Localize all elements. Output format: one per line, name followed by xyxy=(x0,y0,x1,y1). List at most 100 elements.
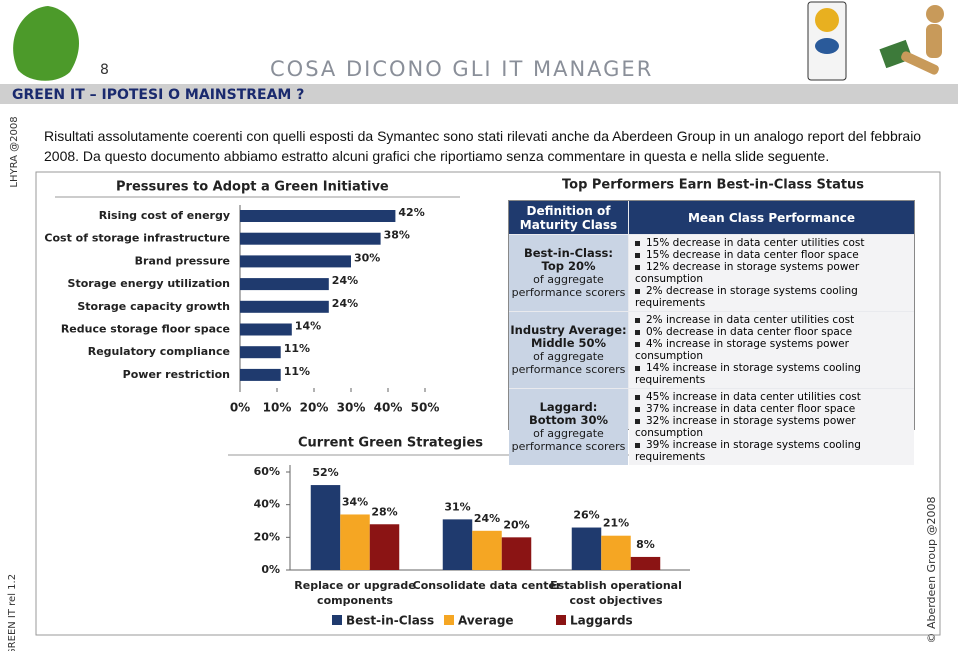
bar xyxy=(601,535,631,570)
legend-label: Laggards xyxy=(570,614,633,628)
value-label: 28% xyxy=(371,505,397,518)
value-label: 24% xyxy=(332,274,358,287)
chart-title: Pressures to Adopt a Green Initiative xyxy=(116,180,389,195)
bar xyxy=(240,232,381,245)
value-label: 11% xyxy=(284,342,310,355)
category-label: Brand pressure xyxy=(135,254,230,267)
category-label: Replace or upgrade components xyxy=(294,579,416,607)
x-tick-label: 30% xyxy=(337,401,366,415)
value-label: 26% xyxy=(573,509,599,522)
y-tick-label: 0% xyxy=(261,563,280,576)
class-cell: Industry Average: Middle 50% of aggregate … xyxy=(509,312,628,388)
x-tick-label: 40% xyxy=(374,401,403,415)
item-list: 45% increase in data center utilities co… xyxy=(629,389,914,465)
section-bar xyxy=(0,84,958,104)
bar xyxy=(240,278,329,291)
bar xyxy=(369,524,400,570)
value-label: 21% xyxy=(603,517,629,530)
class-detail: Top 20% xyxy=(541,259,596,273)
figure-icon xyxy=(879,5,944,75)
item: 14% increase in storage systems cooling … xyxy=(635,362,908,386)
value-label: 24% xyxy=(474,512,500,525)
bar xyxy=(240,255,351,268)
x-tick-label: 20% xyxy=(300,401,329,415)
class-cell: Best-in-Class: Top 20% of aggregate perfor… xyxy=(509,235,628,311)
logo-sun xyxy=(815,8,839,32)
x-tick-label: 50% xyxy=(411,401,440,415)
chart-title: Current Green Strategies xyxy=(298,436,483,451)
table: Definition of Maturity Class Mean Class … xyxy=(508,200,915,465)
table-title: Top Performers Earn Best-in-Class Status xyxy=(562,178,864,193)
x-tick-label: 0% xyxy=(230,401,250,415)
item-list: 2% increase in data center utilities cos… xyxy=(629,312,914,388)
value-label: 52% xyxy=(312,466,338,479)
bar xyxy=(240,323,292,336)
category-label-box: Consolidate data center xyxy=(412,579,562,592)
category-label: Consolidate data center xyxy=(412,579,562,592)
side-label: GREEN IT rel 1.2 xyxy=(7,574,18,651)
legend-swatch xyxy=(444,615,454,625)
value-label: 8% xyxy=(636,538,655,551)
legend-label: Best-in-Class xyxy=(346,614,434,628)
bar xyxy=(501,537,532,570)
table-header: Mean Class Performance xyxy=(629,201,914,234)
bar xyxy=(240,300,329,313)
bar xyxy=(472,530,502,570)
bar xyxy=(571,527,602,570)
category-label-box: Establish operational cost objectives xyxy=(550,579,682,607)
bar xyxy=(340,514,370,570)
value-label: 20% xyxy=(503,518,529,531)
value-label: 30% xyxy=(354,251,380,264)
category-label: Regulatory compliance xyxy=(88,345,230,358)
frame xyxy=(35,171,941,636)
category-label: Storage energy utilization xyxy=(68,277,230,290)
category-label: Reduce storage floor space xyxy=(61,323,230,336)
category-label: Rising cost of energy xyxy=(99,209,230,222)
item: 37% increase in data center floor space xyxy=(635,403,908,415)
category-label: Cost of storage infrastructure xyxy=(44,232,230,245)
bar xyxy=(630,556,661,570)
y-tick-label: 20% xyxy=(254,530,280,543)
item-list: 15% decrease in data center utilities co… xyxy=(629,235,914,311)
bar xyxy=(240,210,396,222)
value-label: 24% xyxy=(332,297,358,310)
table-header: Definition of Maturity Class xyxy=(509,201,628,234)
class-note: of aggregate performance scorers xyxy=(511,350,626,376)
value-label: 11% xyxy=(284,365,310,378)
page-number: 8 xyxy=(100,62,109,78)
class-label: Industry Average: xyxy=(510,323,627,337)
legend-swatch xyxy=(332,615,342,625)
value-label: 38% xyxy=(384,229,410,242)
bar xyxy=(442,519,473,570)
paragraph: Risultati assolutamente coerenti con que… xyxy=(44,128,922,164)
item: 2% decrease in storage systems cooling r… xyxy=(635,285,908,309)
legend-swatch xyxy=(556,615,566,625)
bar xyxy=(240,368,281,381)
category-label: Establish operational cost objectives xyxy=(550,579,682,607)
item: 15% decrease in data center floor space xyxy=(635,249,908,261)
item: 0% decrease in data center floor space xyxy=(635,326,908,338)
bar xyxy=(310,485,341,570)
side-label: © Aberdeen Group @2008 xyxy=(925,496,938,643)
section-title: GREEN IT – IPOTESI O MAINSTREAM ? xyxy=(12,87,304,103)
value-label: 14% xyxy=(295,320,321,333)
item: 2% increase in data center utilities cos… xyxy=(635,314,908,326)
x-tick-label: 10% xyxy=(263,401,292,415)
y-tick-label: 40% xyxy=(254,498,280,511)
logo-globe xyxy=(815,38,839,54)
bar xyxy=(240,346,281,359)
item: 15% decrease in data center utilities co… xyxy=(635,237,908,249)
class-detail: Bottom 30% xyxy=(528,413,609,427)
class-label: Best-in-Class: xyxy=(523,246,613,260)
class-note: of aggregate performance scorers xyxy=(511,427,626,453)
leaf-logo xyxy=(13,6,79,81)
item: 12% decrease in storage systems power co… xyxy=(635,261,908,285)
category-label: Power restriction xyxy=(123,368,230,381)
value-label: 31% xyxy=(444,500,470,513)
item: 4% increase in storage systems power con… xyxy=(635,338,908,362)
category-label-box: Replace or upgrade components xyxy=(294,579,416,607)
class-detail: Middle 50% xyxy=(530,336,607,350)
y-tick-label: 60% xyxy=(254,465,280,478)
